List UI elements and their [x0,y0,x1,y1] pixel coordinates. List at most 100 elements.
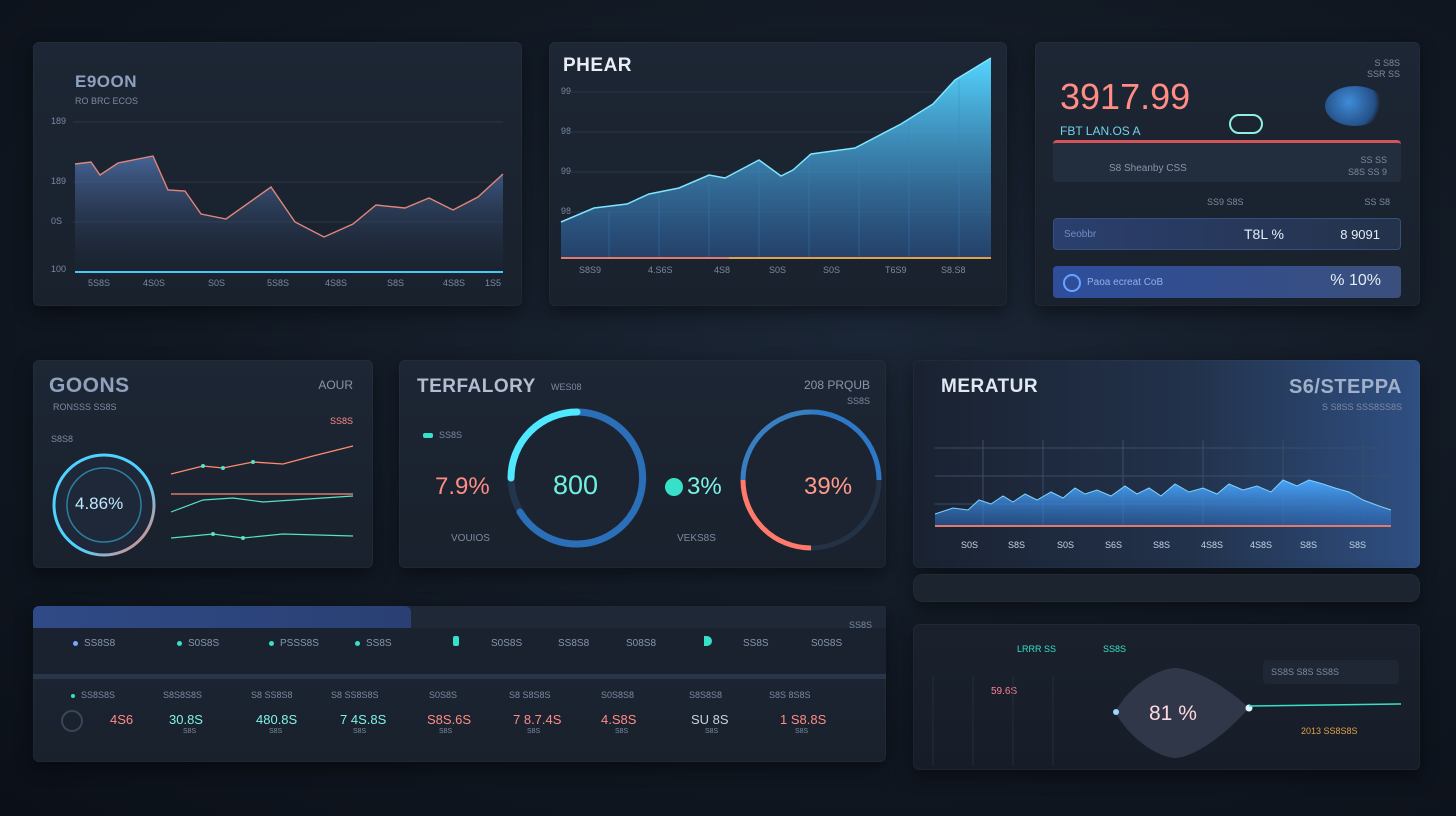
gauge-shape [932,668,1402,766]
cell-value: 480.8S [256,712,298,727]
bar-value: % 10% [1330,272,1381,289]
legend-label: SS8S [423,430,462,440]
row-right-bottom: S8S SS 9 [1347,167,1387,177]
panel-title: TERFALORY [417,376,536,397]
panel-title: E9OON [75,72,138,91]
top-right-label-2: SS8S [846,396,870,406]
cell-sub: S8S [705,728,719,735]
x-axis-label: 4S8S [325,278,348,288]
x-axis-label: T6S9 [885,265,907,275]
bar-label: Seobbr [1064,229,1097,240]
panel-title-right: S6/STEPPA [1288,376,1402,398]
waveform-line [934,479,1392,515]
cell-sub: S8S [269,728,283,735]
toggle-icon[interactable] [1229,114,1263,134]
x-axis-label: 4S8S [1201,540,1224,550]
row-label: S8 Sheanby CSS [1109,163,1187,174]
top-right-label: S S8S [1374,58,1400,68]
growth-chart-panel: PHEAR 99 98 99 98 S8S9 4.S6S 4S8 S0S S0S… [549,42,1007,306]
x-axis-label: S0S [769,265,787,275]
top-right-label: 208 PRQUB [803,378,870,392]
metric-bar-1[interactable]: Seobbr T8L % 8 9091 [1053,218,1401,250]
table-divider [33,674,886,679]
panel-title-small: WES08 [551,382,582,392]
y-axis-label: 189 [51,116,67,126]
x-axis-label: S0S [823,265,841,275]
gauge1-value: 800 [553,470,599,500]
panel-subtitle: RONSSS SS8S [53,402,117,412]
area-fill [561,58,991,258]
x-axis-label: S8S [1300,540,1318,550]
bottom-mid-label: VEKS8S [677,533,716,544]
filter-item[interactable]: S08S8 [626,638,657,649]
filter-item[interactable]: PSSS8S [269,638,319,649]
goons-panel: GOONS RONSSS SS8S AOUR SS8S S8S8 4.86% [33,360,373,568]
filter-item[interactable]: SS8S [355,638,392,649]
waveform-fill [935,480,1391,526]
header-right-label: SS8S [848,620,872,630]
x-axis-label: S8S [1153,540,1171,550]
trend-line [170,533,354,539]
right-small: 2013 SS8S8S [1301,726,1358,736]
column-header: S0S8S [429,690,458,700]
cell-value: 30.8S [169,712,203,727]
right-box-label: SS8S S8S SS8S [1271,667,1340,677]
meratur-panel: MERATUR S6/STEPPA S S8SS SSS8SS8S S0S S8… [913,360,1420,568]
area-line [74,155,504,238]
filter-item[interactable]: S0S8S [177,638,219,649]
column-header: S8 SS8S8 [251,690,293,700]
table-header-bar-rest [411,606,886,628]
filter-item[interactable]: SS8S8 [73,638,115,649]
area-chart [560,57,992,259]
column-header: S8 S8S8S [509,690,551,700]
toggle-icon[interactable] [453,636,459,646]
trend-line [170,495,354,513]
x-axis-label: 5S8S [88,278,111,288]
row-select-icon[interactable] [61,710,83,732]
filter-item[interactable]: S0S8S [811,638,843,649]
filter-item[interactable]: SS8S8 [558,638,590,649]
x-axis-label: 4.S6S [648,265,673,275]
panel-title: MERATUR [941,376,1039,397]
filter-item[interactable]: S0S8S [491,638,523,649]
cell-value: SU 8S [691,712,729,727]
globe-icon [1325,86,1385,126]
kpi-label: FBT LAN.OS A [1060,124,1141,138]
cell-sub: S8S [183,728,197,735]
cell-value: 1 S8.8S [780,712,827,727]
kpi-panel: S S8S SSR SS 3917.99 FBT LAN.OS A S8 She… [1035,42,1420,306]
x-axis-label: 4S8S [1250,540,1273,550]
area-chart [73,121,504,273]
panel-subtitle: ​RO BRC ECOS [75,96,139,106]
y-axis-label: 0S [51,216,63,226]
cell-value: 4.S8S [601,712,637,727]
y-axis-label: 99 [561,166,572,176]
cell-sub: S8S [795,728,809,735]
gauge2-value: 39% [804,473,853,500]
right-box: SS8S S8S SS8S [1263,660,1399,684]
column-header: S8S8S8S [163,690,203,700]
y-axis-label: 189 [51,176,67,186]
cell-value: 4S6 [110,712,134,727]
mid-label-left: SS9 S8S [1207,197,1244,207]
value-left: 7.9% [435,473,490,500]
gauges [507,408,882,551]
stat-row: S8 Sheanby CSS SS SS S8S SS 9 [1053,140,1401,182]
filter-item[interactable]: SS8S [743,638,769,649]
column-header: S8S 8S8S [769,690,811,700]
trend-line [170,445,354,475]
top-right-label-2: SSR SS [1366,69,1400,79]
left-value: 59.6S [991,686,1018,697]
filter-row: SS8S8 S0S8S PSSS8S SS8S S0S8S SS8S8 S08S… [33,628,886,674]
column-header: S8S8S8 [689,690,723,700]
metric-bar-2[interactable]: Paoa ecreat CoB % 10% [1053,266,1401,298]
cell-value: 7 4S.8S [340,712,387,727]
x-axis-label: 5S8S [267,278,290,288]
waveform-chart [934,440,1392,527]
column-header: S8 SS8S8S [331,690,379,700]
cell-value: S8S.6S [427,712,472,727]
table-header-bar [33,606,411,628]
bar-mid: T8L % [1244,226,1284,242]
panel-subtitle-right: S S8SS SSS8SS8S [1321,402,1402,412]
toggle-icon[interactable] [704,636,712,646]
